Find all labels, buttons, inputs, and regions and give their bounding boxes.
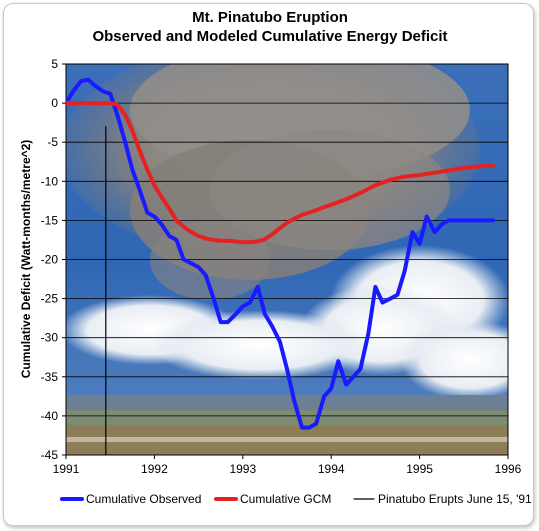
legend-label-1: Cumulative GCM bbox=[240, 492, 331, 506]
x-tick-label-4: 1995 bbox=[406, 462, 433, 476]
legend-label-2: Pinatubo Erupts June 15, '91 bbox=[378, 492, 532, 506]
y-tick-label-8: -35 bbox=[41, 370, 59, 384]
series-line-0 bbox=[66, 77, 495, 430]
x-tick-label-0: 1991 bbox=[53, 462, 80, 476]
x-axis-ticks: 1991 1992 1993 1994 1995 1996 bbox=[53, 455, 522, 476]
x-tick-label-1: 1992 bbox=[141, 462, 168, 476]
y-tick-label-0: 5 bbox=[51, 57, 58, 71]
chart-title: Mt. Pinatubo Eruption bbox=[192, 9, 348, 26]
series-line-1 bbox=[66, 101, 495, 245]
y-axis-label: Cumulative Deficit (Watt-months/metre^2) bbox=[19, 140, 33, 379]
x-tick-label-2: 1993 bbox=[229, 462, 256, 476]
chart-subtitle: Observed and Modeled Cumulative Energy D… bbox=[92, 28, 447, 45]
legend-label-0: Cumulative Observed bbox=[86, 492, 201, 506]
y-tick-label-4: -15 bbox=[41, 213, 59, 227]
x-tick-label-3: 1994 bbox=[318, 462, 345, 476]
y-tick-label-10: -45 bbox=[41, 448, 59, 462]
y-tick-label-5: -20 bbox=[41, 253, 59, 267]
x-tick-label-5: 1996 bbox=[495, 462, 522, 476]
series-lines bbox=[66, 77, 495, 455]
y-tick-label-9: -40 bbox=[41, 409, 59, 423]
y-tick-label-6: -25 bbox=[41, 292, 59, 306]
y-axis-ticks: 5 0 -5 -10 -15 -20 -25 -30 -35 -40 -45 bbox=[41, 57, 66, 462]
horizontal-gridlines bbox=[66, 102, 508, 417]
background-photo bbox=[66, 64, 508, 455]
y-tick-label-2: -5 bbox=[47, 135, 58, 149]
y-tick-label-7: -30 bbox=[41, 331, 59, 345]
y-tick-label-3: -10 bbox=[41, 174, 59, 188]
y-tick-label-1: 0 bbox=[51, 96, 58, 110]
legend: Cumulative Observed Cumulative GCM Pinatub… bbox=[60, 492, 532, 506]
